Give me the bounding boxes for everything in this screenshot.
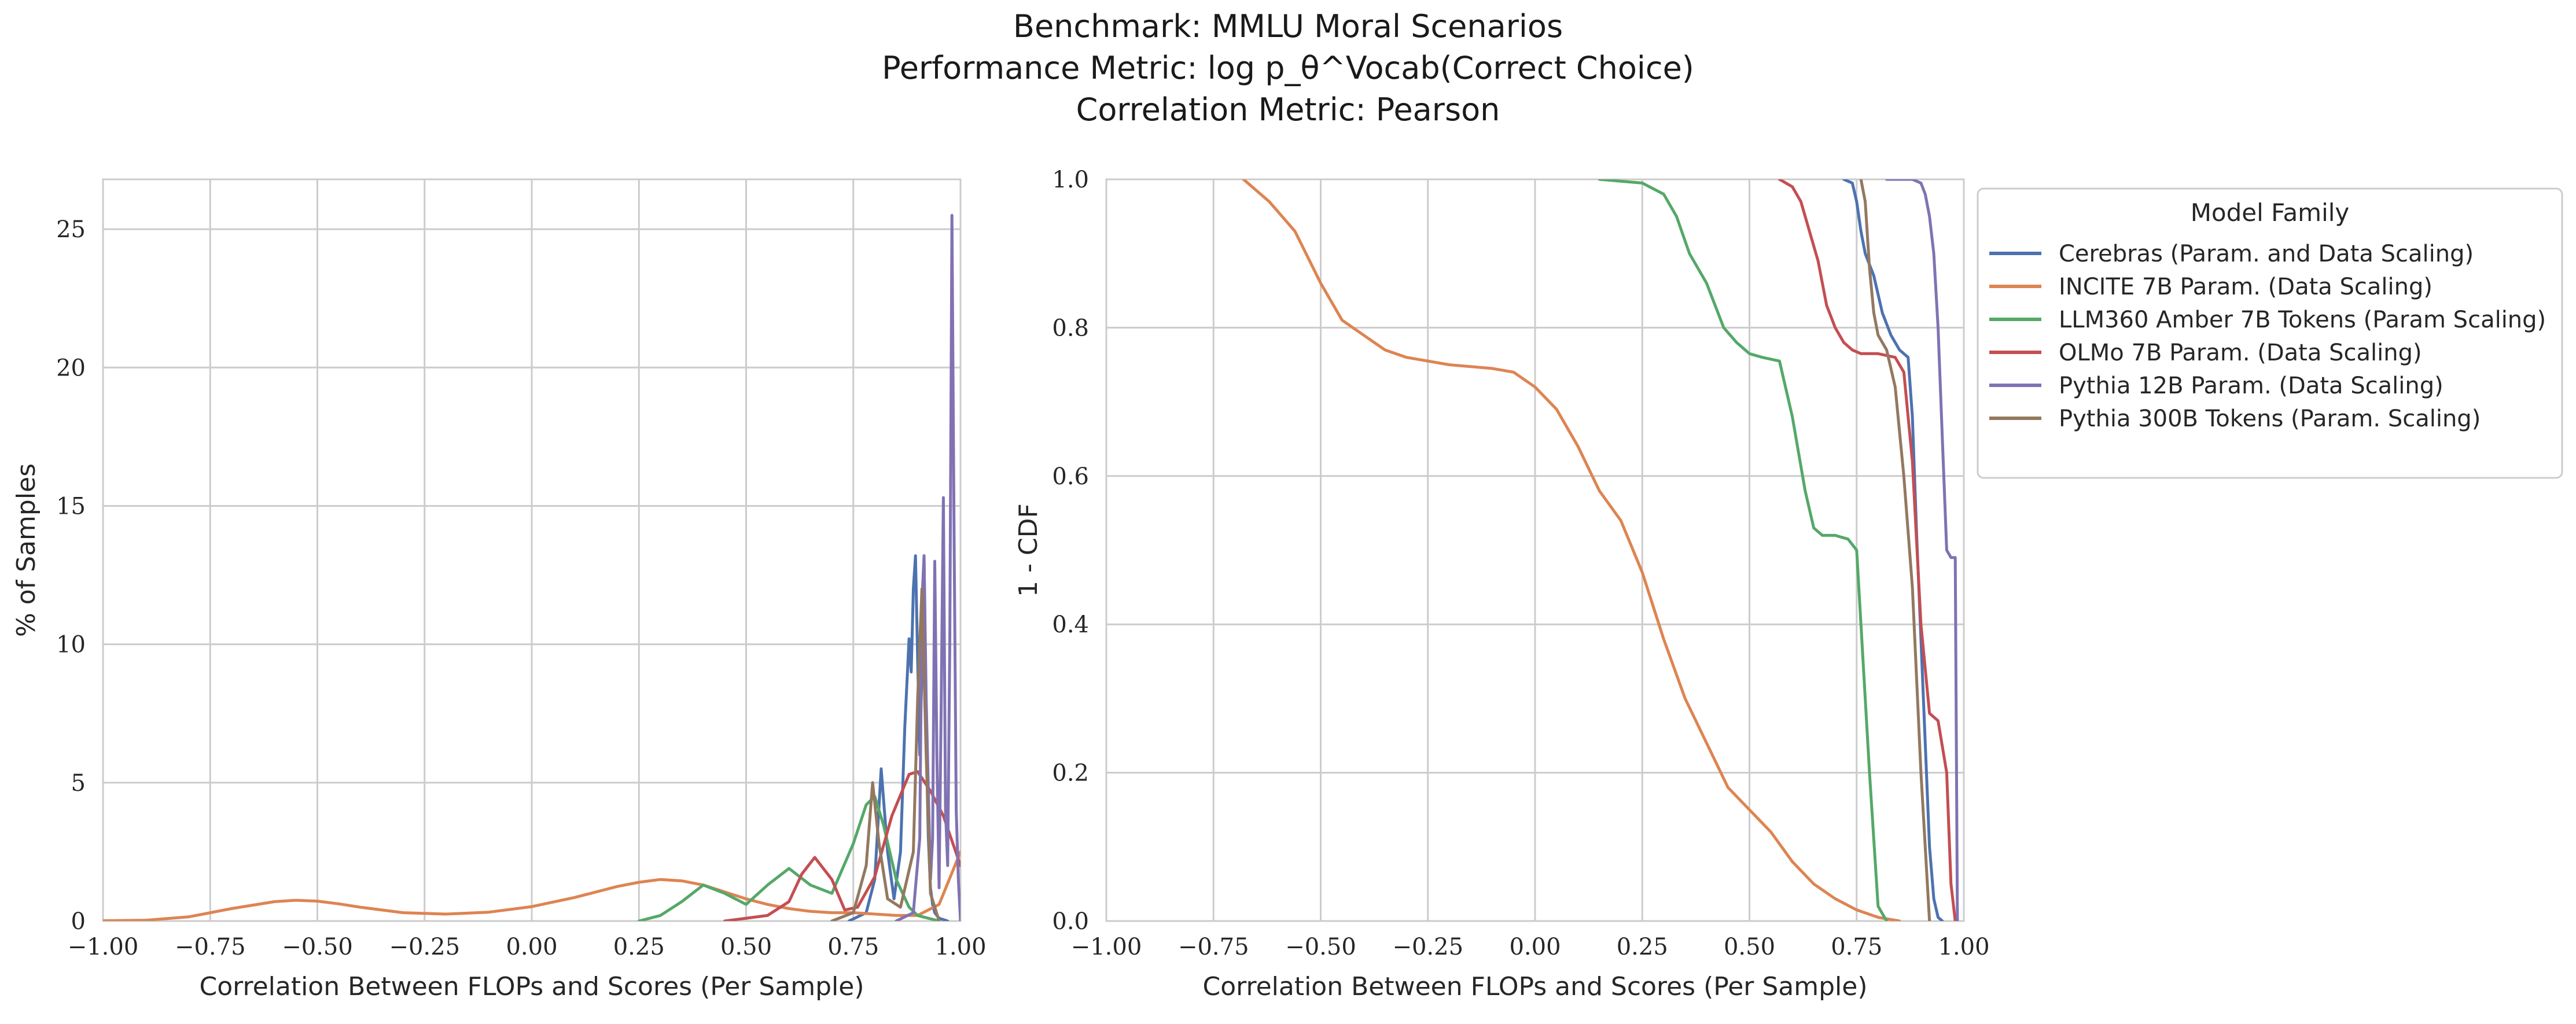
left-panel-xlabel: Correlation Between FLOPs and Scores (Pe…	[199, 972, 864, 1001]
right-panel-xtick-label: 0.75	[1831, 934, 1882, 960]
left-panel: −1.00 −0.75 −0.50 −0.25 0.00 0.25 0.50 0.75 1.00…	[12, 178, 987, 1001]
left-panel-ytick-label: 20	[56, 355, 86, 381]
chart-title-benchmark: Benchmark: MMLU Moral Scenarios	[1013, 8, 1563, 45]
left-panel-series-olmo-7b-param-data-scaling	[723, 770, 961, 921]
left-panel-xtick-label: −0.25	[389, 934, 460, 960]
left-panel-xtick-label: 1.00	[934, 934, 986, 960]
left-panel-ytick-label: 10	[56, 632, 86, 658]
left-panel-series-pythia-12b-param-data-scaling	[895, 213, 961, 921]
left-panel-ytick-label: 0	[71, 908, 86, 935]
legend-label-llm360-amber-7b-tokens-param-scaling: LLM360 Amber 7B Tokens (Param Scaling)	[2059, 307, 2546, 333]
right-panel-series-cerebras-param-and-data-scaling	[1842, 179, 1944, 921]
right-panel-ytick-label: 0.0	[1052, 908, 1089, 935]
left-panel-xtick-label: 0.00	[506, 934, 557, 960]
legend-label-incite-7b-param-data-scaling: INCITE 7B Param. (Data Scaling)	[2059, 274, 2433, 300]
right-panel-ytick-label: 0.8	[1052, 315, 1089, 341]
right-panel-series-pythia-300b-tokens-param-scaling	[1859, 179, 1931, 921]
chart-title-performance-metric: Performance Metric: log p_θ^Vocab(Correc…	[882, 50, 1694, 86]
left-panel-series-llm360-amber-7b-tokens-param-scaling	[637, 795, 941, 921]
left-panel-frame	[102, 178, 962, 922]
left-panel-ylabel: % of Samples	[12, 463, 41, 637]
left-panel-xtick-label: 0.75	[827, 934, 879, 960]
right-panel-xtick-label: 0.00	[1509, 934, 1561, 960]
legend: Model Family Cerebras (Param. and Data Sc…	[1977, 187, 2563, 479]
right-panel-xtick-label: −1.00	[1071, 934, 1142, 960]
left-panel-xtick-label: −0.75	[175, 934, 246, 960]
right-panel-xtick-label: 0.50	[1724, 934, 1775, 960]
right-panel-series-olmo-7b-param-data-scaling	[1778, 179, 1957, 921]
legend-label-pythia-12b-param-data-scaling: Pythia 12B Param. (Data Scaling)	[2059, 373, 2443, 399]
right-panel-ylabel: 1 - CDF	[1014, 503, 1043, 597]
right-panel-series-pythia-12b-param-data-scaling	[1885, 179, 1959, 921]
legend-label-pythia-300b-tokens-param-scaling: Pythia 300B Tokens (Param. Scaling)	[2059, 406, 2481, 432]
chart-title-correlation-metric: Correlation Metric: Pearson	[1076, 91, 1500, 128]
right-panel-series-incite-7b-param-data-scaling	[1242, 179, 1901, 921]
right-panel-frame	[1105, 178, 1965, 922]
left-panel-series-pythia-300b-tokens-param-scaling	[830, 587, 941, 921]
left-panel-xtick-label: −1.00	[68, 934, 139, 960]
left-panel-ytick-label: 5	[71, 770, 86, 797]
legend-title: Model Family	[2191, 198, 2350, 227]
left-panel-xtick-label: −0.50	[282, 934, 353, 960]
legend-label-cerebras-param-and-data-scaling: Cerebras (Param. and Data Scaling)	[2059, 241, 2474, 267]
legend-label-olmo-7b-param-data-scaling: OLMo 7B Param. (Data Scaling)	[2059, 340, 2422, 366]
right-panel-ytick-label: 1.0	[1052, 167, 1089, 193]
right-panel-series-llm360-amber-7b-tokens-param-scaling	[1598, 179, 1889, 921]
right-panel-xtick-label: 1.00	[1938, 934, 1989, 960]
right-panel-ytick-label: 0.6	[1052, 463, 1089, 490]
right-panel-xtick-label: 0.25	[1617, 934, 1668, 960]
legend-box	[1977, 187, 2563, 479]
left-panel-xtick-label: 0.25	[613, 934, 665, 960]
right-panel-xtick-label: −0.50	[1285, 934, 1356, 960]
left-panel-ytick-label: 25	[56, 216, 86, 243]
right-panel: −1.00 −0.75 −0.50 −0.25 0.00 0.25 0.50 0.75 1.00…	[1014, 167, 1990, 1001]
right-panel-xtick-label: −0.25	[1392, 934, 1463, 960]
left-panel-xtick-label: 0.50	[720, 934, 772, 960]
right-panel-ytick-label: 0.2	[1052, 760, 1089, 787]
right-panel-xtick-label: −0.75	[1178, 934, 1249, 960]
right-panel-ytick-label: 0.4	[1052, 612, 1089, 638]
left-panel-ytick-label: 15	[56, 493, 86, 520]
right-panel-xlabel: Correlation Between FLOPs and Scores (Pe…	[1202, 972, 1867, 1001]
